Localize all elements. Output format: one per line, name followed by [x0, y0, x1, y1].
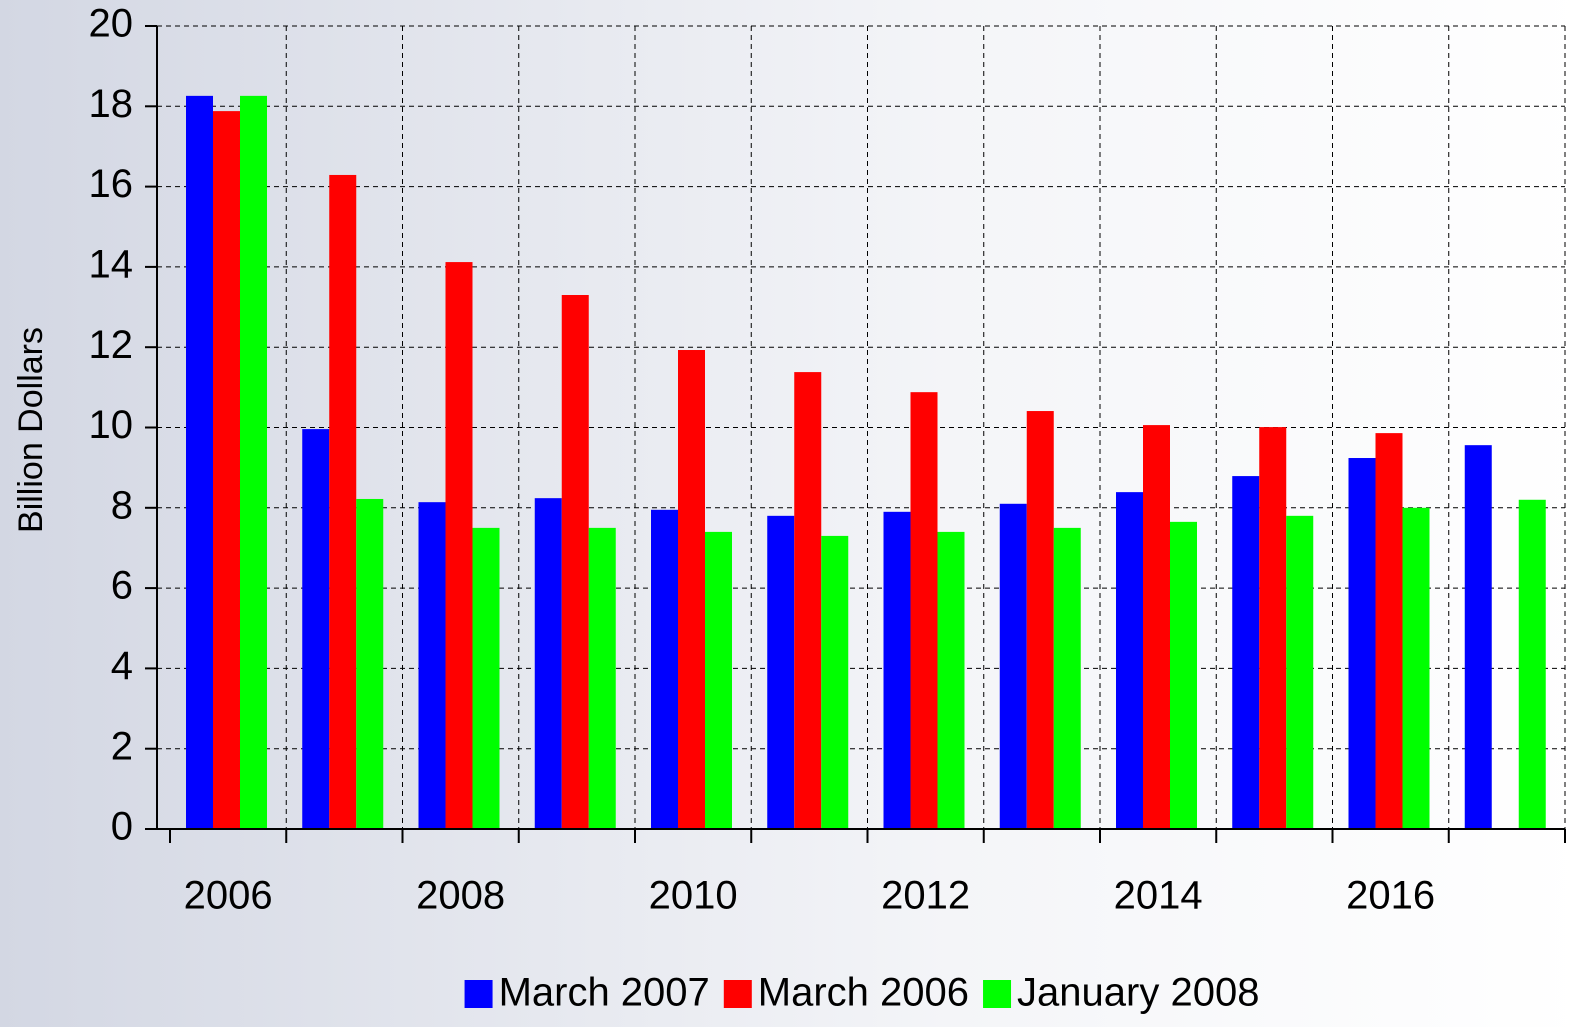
bar — [1116, 492, 1143, 829]
y-tick-label: 16 — [89, 162, 134, 206]
y-tick-label: 18 — [89, 82, 134, 126]
y-tick-label: 0 — [111, 805, 133, 849]
legend-label: January 2008 — [1017, 971, 1259, 1015]
bar — [999, 503, 1027, 829]
bar — [329, 174, 357, 830]
bar — [651, 509, 678, 829]
bar — [1518, 499, 1546, 829]
x-tick-label: 2006 — [184, 874, 273, 918]
bar — [1259, 427, 1287, 829]
legend-swatch — [464, 980, 493, 1008]
bar — [678, 350, 705, 829]
bar — [910, 392, 938, 829]
legend-label: March 2006 — [758, 971, 969, 1015]
y-tick-label: 2 — [111, 724, 133, 768]
y-tick-label: 12 — [89, 323, 134, 367]
bar — [1232, 476, 1260, 829]
x-tick-label: 2010 — [649, 874, 738, 918]
y-axis-label: Billion Dollars — [12, 327, 50, 533]
legend-swatch — [983, 980, 1012, 1008]
bar — [356, 498, 384, 829]
x-tick-label: 2012 — [881, 874, 970, 918]
bar — [534, 498, 562, 829]
bar — [1464, 445, 1492, 829]
bar — [302, 429, 330, 829]
bar — [213, 111, 240, 830]
y-tick-label: 8 — [111, 483, 133, 527]
bar — [1348, 458, 1376, 829]
bar — [1170, 521, 1197, 829]
bar — [767, 515, 795, 829]
bar — [1375, 433, 1403, 829]
bar — [883, 511, 911, 829]
bar — [1402, 507, 1430, 829]
bar — [561, 295, 589, 829]
bar — [1053, 527, 1081, 829]
bar — [705, 531, 732, 829]
bar — [240, 95, 267, 829]
bar — [1286, 515, 1314, 829]
bar — [588, 527, 616, 829]
bar — [937, 531, 965, 829]
x-tick-label: 2016 — [1346, 874, 1435, 918]
bar — [1026, 411, 1054, 829]
bar — [794, 372, 822, 829]
x-tick-label: 2008 — [416, 874, 505, 918]
bar — [472, 527, 500, 829]
bar — [418, 502, 446, 829]
y-tick-label: 20 — [89, 2, 134, 46]
bar — [1143, 425, 1170, 829]
x-tick-label: 2014 — [1114, 874, 1203, 918]
legend-label: March 2007 — [499, 971, 710, 1015]
y-tick-label: 4 — [111, 644, 133, 688]
legend: March 2007 March 2006 January 2008 — [464, 971, 1259, 1015]
bar — [186, 95, 213, 829]
y-tick-label: 6 — [111, 564, 133, 608]
y-tick-label: 10 — [89, 403, 134, 447]
legend-swatch — [723, 980, 752, 1008]
bar — [445, 262, 473, 829]
y-tick-label: 14 — [89, 242, 134, 286]
bar — [821, 535, 849, 829]
